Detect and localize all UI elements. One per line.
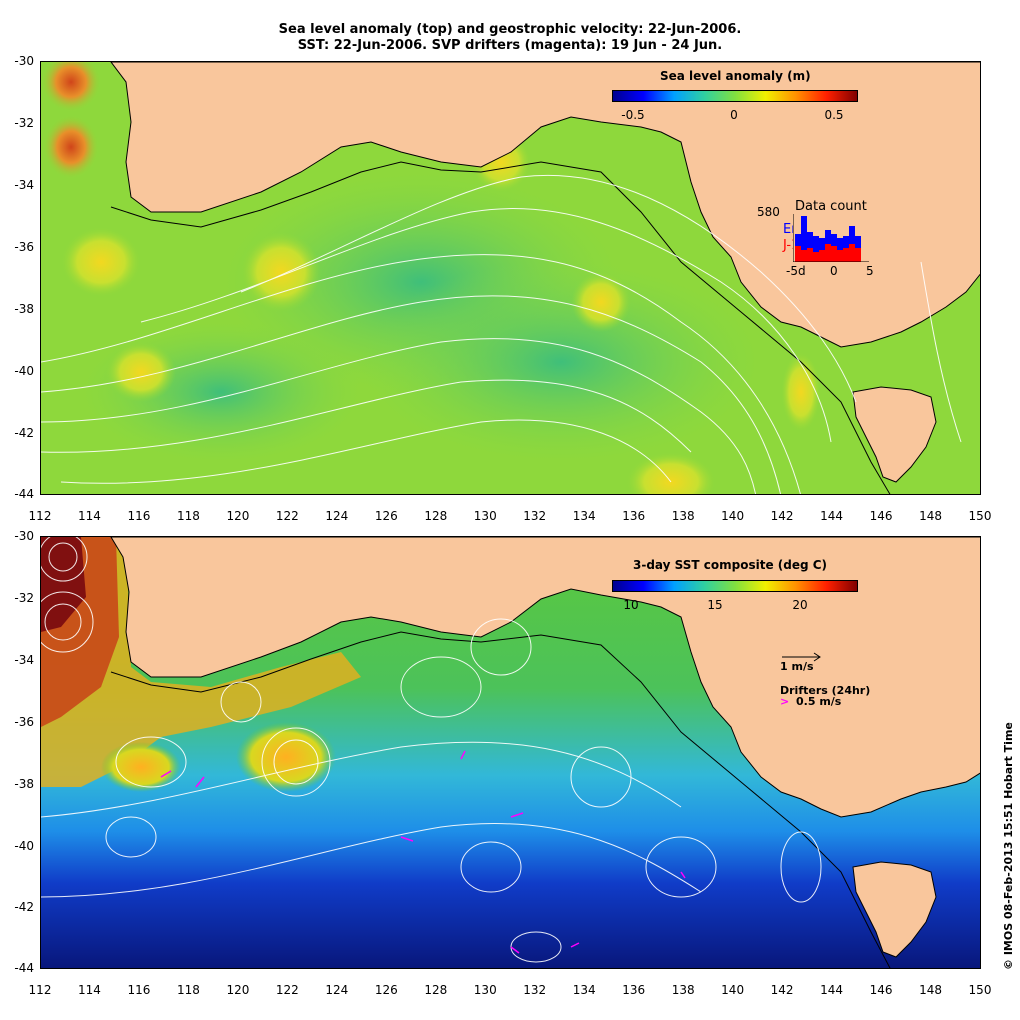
y-tick-label: -32 [14, 591, 34, 605]
x-tick-label: 112 [28, 509, 52, 523]
x-tick-label: 134 [572, 509, 596, 523]
x-tick-label: 132 [523, 509, 547, 523]
data-count-max: 580 [757, 205, 780, 219]
y-tick-label: -44 [14, 961, 34, 975]
x-tick-label: 148 [919, 983, 942, 997]
data-count-xtick: -5d [786, 264, 806, 278]
sla-map-graphic [41, 62, 980, 494]
credit-text: © IMOS 08-Feb-2013 15:51 Hobart Time [1002, 722, 1015, 970]
y-tick-label: -40 [14, 839, 34, 853]
y-tick-label: -32 [14, 116, 34, 130]
sla-colorbar-tick: -0.5 [621, 108, 645, 122]
x-tick-label: 150 [968, 983, 992, 997]
data-count-xtick: 5 [866, 264, 874, 278]
sst-colorbar-tick: 10 [623, 598, 639, 612]
x-tick-label: 136 [622, 983, 646, 997]
y-tick-label: -40 [14, 364, 34, 378]
x-tick-label: 134 [572, 983, 596, 997]
sst-composite-map [40, 536, 981, 969]
y-tick-label: -34 [14, 178, 34, 192]
x-tick-label: 136 [622, 509, 646, 523]
x-tick-label: 126 [374, 509, 398, 523]
sst-colorbar-title: 3-day SST composite (deg C) [633, 558, 828, 572]
x-tick-label: 126 [374, 983, 398, 997]
sea-level-anomaly-map [40, 61, 981, 495]
x-tick-label: 138 [671, 509, 695, 523]
x-tick-label: 128 [424, 509, 448, 523]
x-tick-label: 122 [275, 983, 299, 997]
x-tick-label: 144 [820, 509, 844, 523]
x-tick-label: 114 [78, 509, 101, 523]
x-tick-label: 150 [968, 509, 992, 523]
x-tick-label: 112 [28, 983, 52, 997]
y-tick-label: -38 [14, 777, 34, 791]
y-tick-label: -36 [14, 715, 34, 729]
y-tick-label: -38 [14, 302, 34, 316]
x-tick-label: 140 [721, 983, 745, 997]
sla-colorbar-title: Sea level anomaly (m) [660, 69, 811, 83]
x-tick-label: 116 [127, 509, 151, 523]
x-tick-label: 124 [325, 983, 349, 997]
data-count-xtick: 0 [830, 264, 838, 278]
vector-scale-label: 1 m/s [780, 660, 814, 673]
x-tick-label: 130 [473, 983, 497, 997]
y-tick-label: -42 [14, 900, 34, 914]
sst-map-graphic [41, 537, 980, 968]
sst-colorbar [612, 580, 858, 592]
drifters-legend-title: Drifters (24hr) [780, 684, 871, 697]
figure-title-line-2: SST: 22-Jun-2006. SVP drifters (magenta)… [297, 38, 723, 53]
sla-colorbar [612, 90, 858, 102]
x-tick-label: 138 [671, 983, 695, 997]
data-count-histogram [793, 214, 869, 262]
x-tick-label: 120 [226, 983, 250, 997]
figure-title-line-1: Sea level anomaly (top) and geostrophic … [278, 22, 742, 37]
y-tick-label: -30 [14, 529, 34, 543]
sla-colorbar-tick: 0 [730, 108, 738, 122]
x-tick-label: 146 [869, 983, 893, 997]
x-tick-label: 144 [820, 983, 844, 997]
x-tick-label: 114 [78, 983, 101, 997]
x-tick-label: 116 [127, 983, 151, 997]
sst-colorbar-tick: 20 [792, 598, 808, 612]
data-count-title: Data count [795, 199, 867, 214]
y-tick-label: -44 [14, 487, 34, 501]
drifter-scale-arrow-icon: > [780, 695, 790, 708]
x-tick-label: 124 [325, 509, 349, 523]
drifters-scale-label: 0.5 m/s [796, 695, 842, 708]
x-tick-label: 128 [424, 983, 448, 997]
x-tick-label: 142 [770, 983, 794, 997]
x-tick-label: 118 [176, 509, 200, 523]
y-tick-label: -36 [14, 240, 34, 254]
sla-colorbar-tick: 0.5 [824, 108, 844, 122]
sst-colorbar-tick: 15 [707, 598, 723, 612]
x-tick-label: 130 [473, 509, 497, 523]
y-tick-label: -34 [14, 653, 34, 667]
x-tick-label: 118 [176, 983, 200, 997]
vector-scale-arrow [782, 652, 821, 662]
x-tick-label: 122 [275, 509, 299, 523]
x-tick-label: 132 [523, 983, 547, 997]
y-tick-label: -30 [14, 54, 34, 68]
y-tick-label: -42 [14, 426, 34, 440]
x-tick-label: 146 [869, 509, 893, 523]
x-tick-label: 140 [721, 509, 745, 523]
x-tick-label: 142 [770, 509, 794, 523]
x-tick-label: 120 [226, 509, 250, 523]
x-tick-label: 148 [919, 509, 942, 523]
